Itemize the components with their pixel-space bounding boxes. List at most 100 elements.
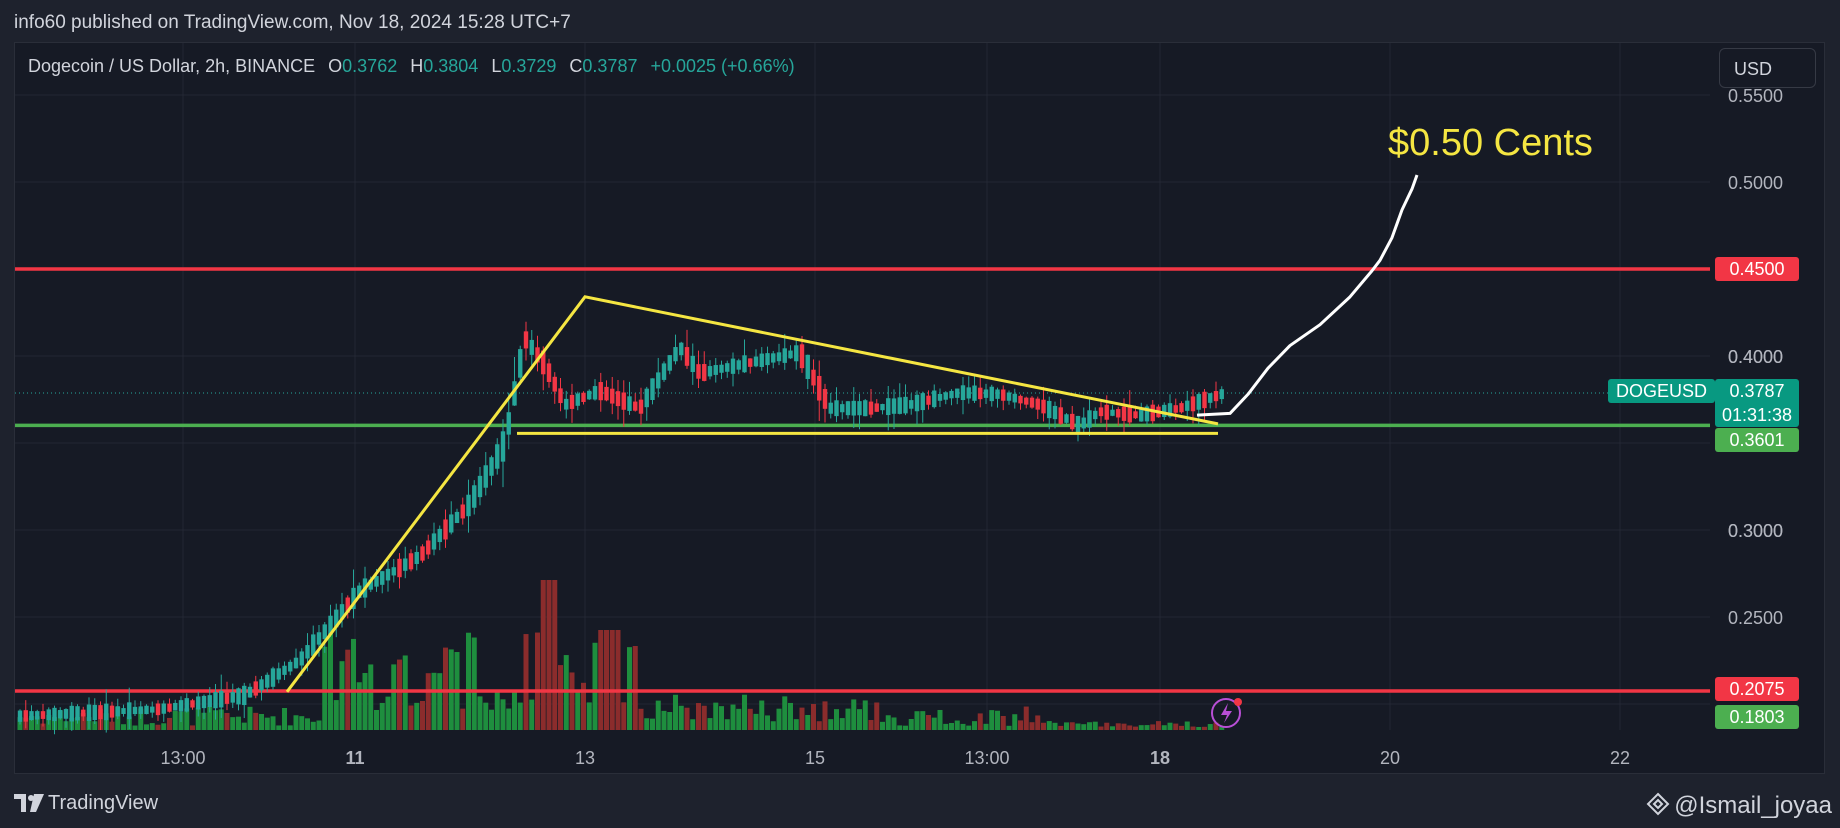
volume-bar [719,706,724,730]
tradingview-brand[interactable]: TradingView [14,792,158,815]
candle-body [587,390,592,400]
volume-bar [627,647,632,730]
volume-bar [621,702,627,730]
volume-bar [172,710,178,730]
volume-bar [931,717,937,730]
volume-bar [1115,723,1121,730]
volume-bar [805,715,811,730]
candle-body [144,705,149,715]
candle-body [224,692,230,704]
candle-body [1202,391,1207,409]
volume-bar [207,706,213,730]
high-value: 0.3804 [423,56,479,76]
volume-bar [897,725,903,730]
instrument-name: Dogecoin / US Dollar, 2h, BINANCE [28,56,316,76]
price-tag-resistance-high: 0.4500 [1715,257,1799,281]
candle-body [1208,393,1213,403]
candle-body [288,661,293,672]
candle-body [1144,406,1150,422]
candle-body [316,632,322,645]
volume-bar [362,672,368,730]
x-tick-label: 13 [575,748,595,768]
candle-body [155,703,161,716]
replay-icon [1211,698,1242,728]
volume-bar [259,714,264,730]
candle-body [253,681,258,696]
currency-button[interactable]: USD [1719,48,1816,88]
volume-bar [466,632,471,730]
volume-bar [880,721,885,730]
candle-body [201,695,207,709]
candle-body [46,709,51,721]
candle-body [1087,410,1092,428]
volume-bar [966,725,972,730]
volume-bar [960,723,966,730]
volume-bar [264,717,270,730]
volume-bar [40,723,46,730]
volume-bar [270,716,276,730]
volume-bar [1064,722,1069,730]
candle-body [190,700,195,708]
candle-body [270,668,276,687]
volume-bar [368,664,374,730]
candle-body [1029,397,1035,408]
candle-body [477,475,483,498]
candle-body [1127,406,1132,423]
volume-bar [684,707,690,730]
candle-body [1047,400,1052,419]
volume-bar [213,710,218,730]
volume-bar [1081,724,1087,730]
symbol-legend: Dogecoin / US Dollar, 2h, BINANCE O0.376… [28,56,795,77]
y-tick-label: 0.2500 [1728,608,1783,628]
volume-bar [535,632,540,730]
volume-bar [437,673,443,730]
volume-bar [811,703,816,730]
candle-body [426,540,431,555]
open-value: 0.3762 [342,56,398,76]
change-value: +0.0025 (+0.66%) [650,56,795,76]
candle-body [1001,389,1006,401]
handle-text: @Ismail_joyaa [1674,792,1832,819]
candle-body [1058,407,1063,424]
volume-bar [1173,723,1179,730]
volume-bar [977,713,983,730]
candle-body [29,711,34,721]
volume-bar [201,712,207,730]
x-tick-label: 13:00 [160,748,205,768]
volume-bar [489,709,494,730]
candle-body [552,376,557,392]
candle-body [535,347,540,363]
volume-bar [1138,725,1144,730]
candle-body [891,398,897,414]
candle-body [903,396,908,414]
candle-body [909,400,914,409]
y-tick-label: 0.4000 [1728,347,1783,367]
candle-body [851,400,856,416]
last-price-tag: 0.3787 01:31:38 [1715,379,1799,427]
candle-body [575,393,580,406]
volume-bar [851,699,857,730]
volume-bar [586,702,592,730]
candle-body [684,347,690,366]
candle-body [1162,404,1167,418]
candle-body [466,494,471,517]
candle-body [1024,397,1029,405]
volume-bar [414,702,420,730]
volume-bar [690,719,696,730]
volume-bar [609,630,615,730]
volume-bar [1110,726,1115,730]
candle-body [414,551,419,564]
publish-info: info60 published on TradingView.com, Nov… [14,12,571,33]
volume-bar [500,699,506,730]
candlesticks [17,321,1224,735]
price-tag-volume: 0.1803 [1715,705,1799,729]
x-tick-label: 20 [1380,748,1400,768]
volume-bar [236,716,241,730]
volume-bar [776,708,782,730]
volume-bar [190,725,195,730]
volume-bar [305,718,310,730]
candle-body [690,355,695,373]
candle-body [121,708,126,714]
volume-bar [972,721,977,730]
